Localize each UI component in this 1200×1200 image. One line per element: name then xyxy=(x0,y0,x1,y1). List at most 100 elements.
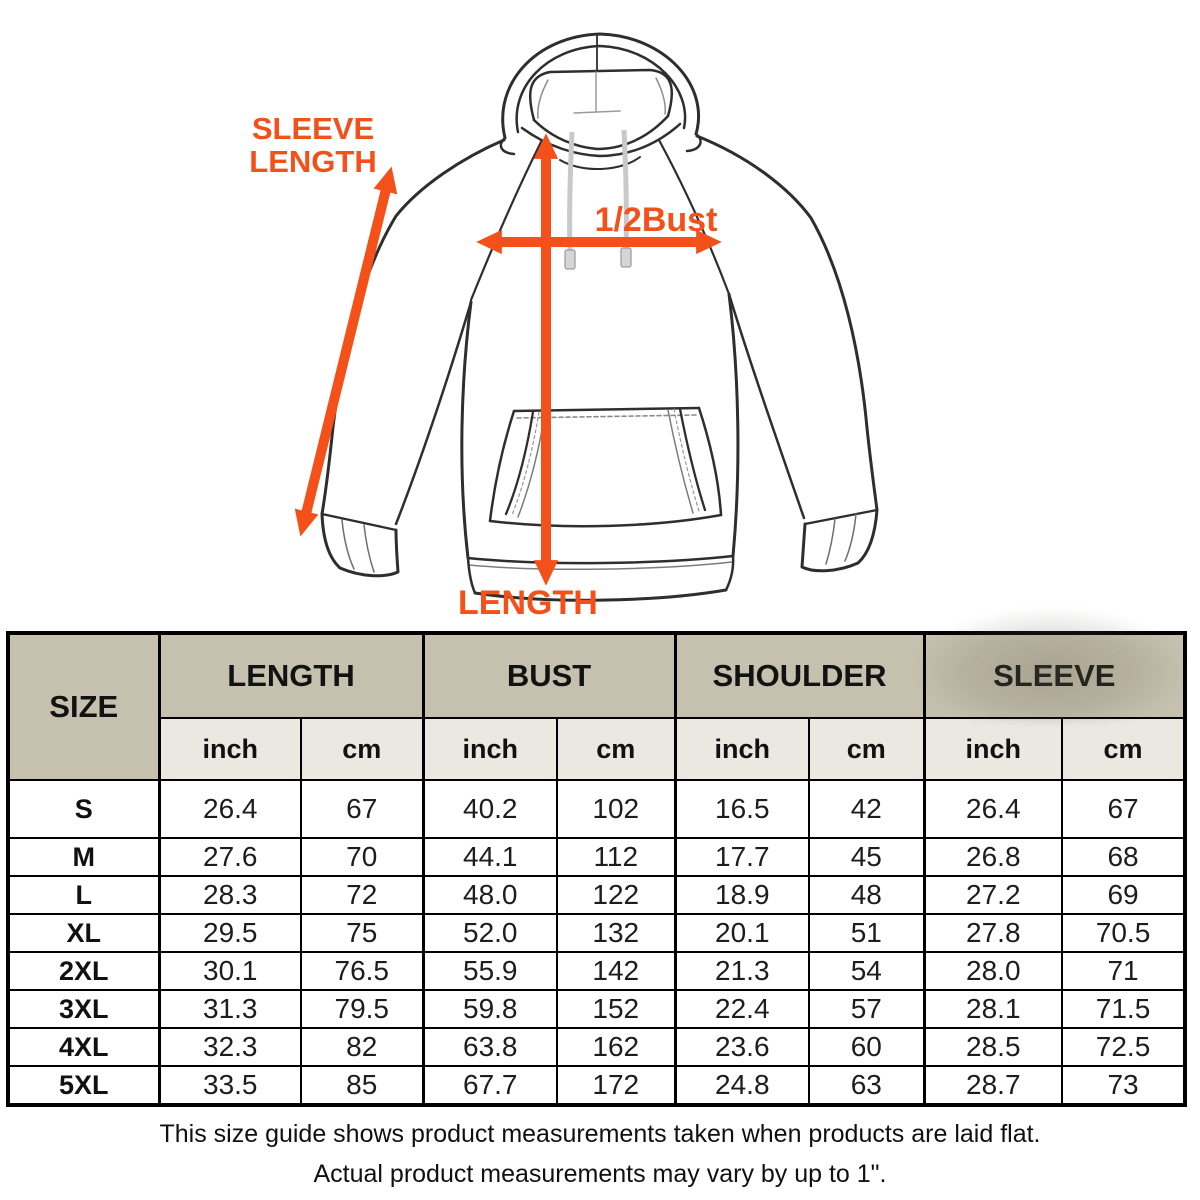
table-cell: 85 xyxy=(300,1065,424,1106)
table-row: 2XL 30.1 76.5 55.9 142 21.3 54 28.0 71 xyxy=(7,951,1187,991)
size-cell: 4XL xyxy=(7,1027,160,1067)
table-cell: 67.7 xyxy=(421,1065,558,1106)
table-cell: 67 xyxy=(300,779,424,839)
unit-header: cm xyxy=(1061,717,1187,781)
unit-header: inch xyxy=(157,717,302,781)
table-cell: 28.0 xyxy=(922,951,1064,991)
table-cell: 42 xyxy=(808,779,926,839)
table-row: 5XL 33.5 85 67.7 172 24.8 63 28.7 73 xyxy=(7,1065,1187,1106)
table-cell: 82 xyxy=(300,1027,424,1067)
table-cell: 26.4 xyxy=(157,779,302,839)
table-cell: 75 xyxy=(300,913,424,953)
table-cell: 73 xyxy=(1061,1065,1187,1106)
table-cell: 20.1 xyxy=(673,913,811,953)
table-cell: 18.9 xyxy=(673,875,811,915)
table-cell: 48.0 xyxy=(421,875,558,915)
size-cell: M xyxy=(7,837,160,877)
size-cell: XL xyxy=(7,913,160,953)
table-cell: 152 xyxy=(555,989,677,1029)
table-cell: 22.4 xyxy=(673,989,811,1029)
size-cell: 2XL xyxy=(7,951,160,991)
table-cell: 26.4 xyxy=(922,779,1064,839)
table-cell: 112 xyxy=(555,837,677,877)
table-row: M 27.6 70 44.1 112 17.7 45 26.8 68 xyxy=(7,837,1187,877)
table-unit-header-row: inch cm inch cm inch cm inch cm xyxy=(8,717,1187,781)
table-cell: 29.5 xyxy=(157,913,302,953)
unit-header: inch xyxy=(922,717,1064,781)
table-cell: 76.5 xyxy=(300,951,424,991)
table-cell: 30.1 xyxy=(157,951,302,991)
table-cell: 17.7 xyxy=(673,837,811,877)
size-cell: 5XL xyxy=(7,1065,160,1106)
table-cell: 48 xyxy=(808,875,926,915)
table-cell: 72.5 xyxy=(1061,1027,1187,1067)
sleeve-length-arrow xyxy=(294,166,398,537)
table-cell: 79.5 xyxy=(300,989,424,1029)
table-cell: 31.3 xyxy=(157,989,302,1029)
table-cell: 172 xyxy=(555,1065,677,1106)
table-cell: 71.5 xyxy=(1061,989,1187,1029)
table-row: L 28.3 72 48.0 122 18.9 48 27.2 69 xyxy=(7,875,1187,915)
table-cell: 63.8 xyxy=(421,1027,558,1067)
table-cell: 132 xyxy=(555,913,677,953)
size-guide-note-line2: Actual product measurements may vary by … xyxy=(313,1160,887,1188)
table-cell: 142 xyxy=(555,951,677,991)
table-group-header-row: SIZE LENGTH BUST SHOULDER SLEEVE xyxy=(7,632,1187,781)
size-cell: L xyxy=(7,875,160,915)
table-cell: 57 xyxy=(808,989,926,1029)
table-cell: 32.3 xyxy=(157,1027,302,1067)
table-cell: 70 xyxy=(300,837,424,877)
sleeve-length-label-line2: LENGTH xyxy=(249,143,377,179)
length-label: LENGTH xyxy=(458,584,598,622)
table-cell: 16.5 xyxy=(673,779,811,839)
table-cell: 52.0 xyxy=(421,913,558,953)
table-cell: 28.7 xyxy=(922,1065,1064,1106)
table-cell: 26.8 xyxy=(922,837,1064,877)
size-column-header: SIZE xyxy=(7,632,160,781)
table-cell: 68 xyxy=(1061,837,1187,877)
group-header-length: LENGTH xyxy=(157,632,424,719)
table-cell: 72 xyxy=(300,875,424,915)
unit-header: inch xyxy=(673,717,811,781)
size-cell: S xyxy=(7,779,160,839)
table-cell: 67 xyxy=(1061,779,1187,839)
sleeve-length-label: SLEEVE LENGTH xyxy=(233,111,393,179)
table-cell: 23.6 xyxy=(673,1027,811,1067)
size-guide-note-line1: This size guide shows product measuremen… xyxy=(159,1120,1041,1148)
table-cell: 28.5 xyxy=(922,1027,1064,1067)
table-cell: 54 xyxy=(808,951,926,991)
table-cell: 102 xyxy=(555,779,677,839)
group-header-shoulder: SHOULDER xyxy=(673,632,926,719)
hoodie-line-drawing xyxy=(294,32,879,602)
table-cell: 59.8 xyxy=(421,989,558,1029)
sleeve-length-label-line1: SLEEVE xyxy=(251,111,375,146)
half-bust-label: 1/2Bust xyxy=(594,201,718,239)
table-cell: 71 xyxy=(1061,951,1187,991)
unit-header: inch xyxy=(421,717,558,781)
table-cell: 55.9 xyxy=(421,951,558,991)
unit-header: cm xyxy=(300,717,424,781)
table-cell: 27.8 xyxy=(922,913,1064,953)
table-cell: 69 xyxy=(1061,875,1187,915)
table-cell: 24.8 xyxy=(673,1065,811,1106)
size-guide-note: This size guide shows product measuremen… xyxy=(0,1114,1200,1194)
table-row: XL 29.5 75 52.0 132 20.1 51 27.8 70.5 xyxy=(7,913,1187,953)
table-cell: 33.5 xyxy=(157,1065,302,1106)
table-row: S 26.4 67 40.2 102 16.5 42 26.4 67 xyxy=(7,779,1187,839)
table-cell: 70.5 xyxy=(1061,913,1187,953)
table-cell: 60 xyxy=(808,1027,926,1067)
table-row: 4XL 32.3 82 63.8 162 23.6 60 28.5 72.5 xyxy=(7,1027,1187,1067)
table-cell: 63 xyxy=(808,1065,926,1106)
table-cell: 40.2 xyxy=(421,779,558,839)
table-cell: 27.6 xyxy=(157,837,302,877)
table-cell: 45 xyxy=(808,837,926,877)
table-cell: 51 xyxy=(808,913,926,953)
size-cell: 3XL xyxy=(7,989,160,1029)
table-cell: 27.2 xyxy=(922,875,1064,915)
group-header-sleeve: SLEEVE xyxy=(922,632,1187,719)
table-cell: 21.3 xyxy=(673,951,811,991)
table-row: 3XL 31.3 79.5 59.8 152 22.4 57 28.1 71.5 xyxy=(7,989,1187,1029)
table-cell: 122 xyxy=(555,875,677,915)
size-table: SIZE LENGTH BUST SHOULDER SLEEVE inch cm… xyxy=(6,631,1188,1107)
